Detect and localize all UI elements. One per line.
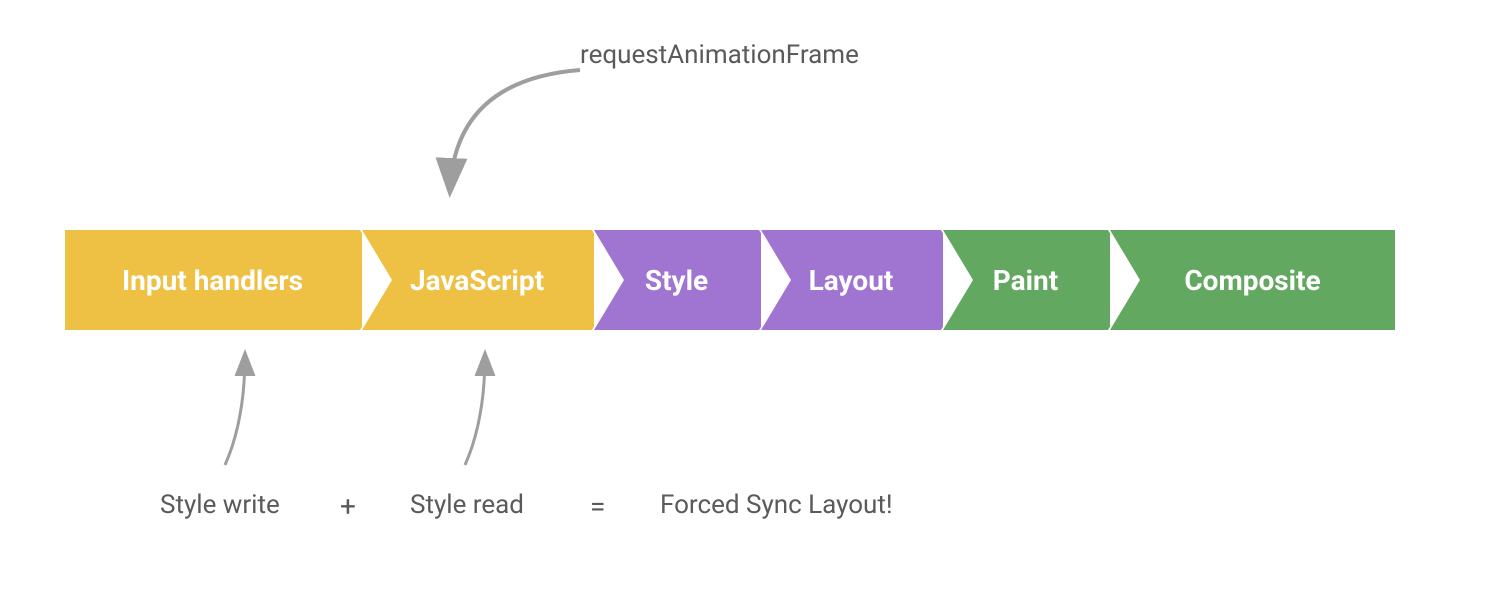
chevron-label: JavaScript	[410, 264, 544, 297]
chevron-label: Input handlers	[122, 264, 303, 297]
arrow-style-read	[450, 350, 510, 470]
label-style-read: Style read	[410, 490, 524, 520]
diagram-stage: requestAnimationFrame Input handlers .ch…	[0, 0, 1496, 605]
chevron-label: Style	[645, 264, 708, 297]
chevron-label: Layout	[809, 264, 894, 297]
chevron-paint: Paint	[943, 230, 1108, 330]
chevron-label: Composite	[1184, 264, 1320, 297]
chevron-layout: Layout	[761, 230, 941, 330]
raf-arrow	[440, 60, 600, 200]
arrow-style-write	[210, 350, 270, 470]
chevron-input-handlers: Input handlers	[65, 230, 360, 330]
equals-sign: =	[590, 490, 605, 523]
raf-label: requestAnimationFrame	[580, 40, 859, 70]
chevron-composite: Composite	[1110, 230, 1395, 330]
chevron-label: Paint	[993, 264, 1058, 297]
chevron-javascript: JavaScript	[362, 230, 592, 330]
label-style-write: Style write	[160, 490, 280, 520]
chevron-style: Style	[594, 230, 759, 330]
plus-sign: +	[340, 490, 356, 523]
label-forced-sync: Forced Sync Layout!	[660, 490, 893, 520]
